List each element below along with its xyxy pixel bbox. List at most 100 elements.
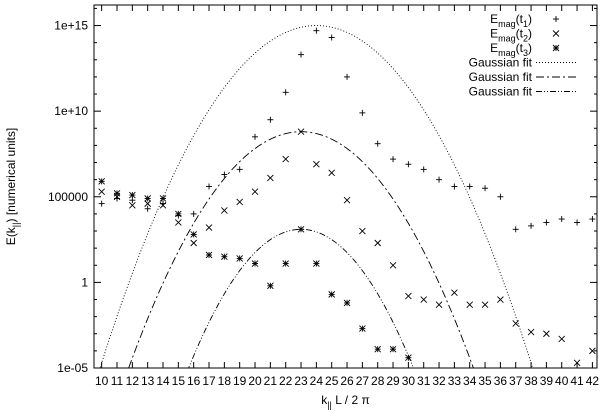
data-point [206, 183, 213, 190]
data-point [374, 345, 382, 353]
x-tick-label: 28 [371, 374, 385, 388]
data-point [98, 178, 105, 185]
data-point [420, 296, 428, 303]
x-tick-label: 23 [294, 374, 308, 388]
data-point [267, 174, 274, 182]
data-point [98, 188, 105, 195]
data-point [282, 155, 290, 163]
data-point [405, 354, 412, 362]
data-point [190, 231, 197, 238]
x-tick-label: 11 [111, 374, 124, 388]
data-point [297, 128, 305, 136]
data-point [190, 239, 197, 247]
x-tick-label: 22 [279, 374, 293, 388]
data-point [497, 193, 504, 200]
data-point [574, 219, 581, 226]
x-tick-label: 12 [126, 374, 140, 388]
data-point [113, 190, 121, 197]
x-tick-label: 39 [540, 374, 554, 388]
data-point [374, 239, 382, 247]
data-point [359, 109, 366, 116]
legend-marker [553, 16, 559, 22]
x-tick-label: 29 [386, 374, 400, 388]
data-point [527, 328, 535, 336]
data-point [251, 188, 259, 195]
x-tick-label: 13 [141, 374, 155, 388]
data-point [374, 140, 381, 147]
data-point [451, 183, 458, 190]
x-tick-label: 38 [524, 374, 538, 388]
y-tick-label: 100000 [48, 190, 88, 204]
data-point [328, 291, 336, 298]
data-point [482, 185, 489, 192]
y-axis-label: E(k||) [numerical units] [4, 128, 21, 245]
data-point [359, 325, 366, 332]
legend: Emag(t1)Emag(t2)Emag(t3)Gaussian fitGaus… [469, 12, 578, 99]
data-point [528, 222, 535, 229]
legend-marker [552, 44, 560, 52]
data-point [389, 261, 397, 269]
data-point [405, 161, 412, 168]
data-point [313, 27, 320, 34]
axes: 10 11 12 13 14 15 16 17 18 19 20 21 22 23 24 25 26 27 28 29… [4, 4, 600, 410]
plot-frame [93, 4, 598, 369]
x-tick-label: 31 [417, 374, 431, 388]
data-point [343, 299, 351, 307]
x-tick-label: 20 [248, 374, 262, 388]
legend-label: Gaussian fit [469, 85, 533, 99]
data-point [236, 166, 243, 173]
gaussian-fit-curve [188, 228, 414, 368]
x-tick-label: 18 [218, 374, 232, 388]
data-point [144, 205, 151, 212]
data-point [205, 224, 213, 231]
data-point [512, 226, 519, 233]
x-tick-label: 32 [432, 374, 446, 388]
data-point [251, 260, 259, 267]
data-point [451, 289, 458, 296]
data-point [236, 198, 244, 206]
x-tick-label: 40 [555, 374, 569, 388]
x-tick-label: 25 [325, 374, 339, 388]
x-tick-label: 19 [233, 374, 247, 388]
x-tick-label: 33 [448, 374, 462, 388]
data-point [359, 227, 366, 235]
data-point [543, 330, 550, 338]
data-point [589, 216, 596, 223]
x-tick-label: 26 [340, 374, 354, 388]
data-point [313, 260, 320, 267]
data-point [466, 301, 474, 308]
data-point [98, 200, 105, 207]
y-tick-label: 1e+10 [54, 104, 88, 118]
data-point [144, 195, 151, 202]
data-point [344, 73, 351, 80]
x-tick-label: 16 [187, 374, 201, 388]
data-point [466, 183, 473, 190]
x-tick-label: 21 [264, 374, 278, 388]
data-point [144, 200, 151, 207]
legend-label: Gaussian fit [469, 56, 533, 70]
data-point [435, 301, 443, 308]
data-point [267, 116, 274, 123]
data-points [98, 27, 596, 367]
data-point [512, 320, 520, 327]
y-tick-label: 1 [81, 275, 88, 289]
x-tick-label: 10 [95, 374, 109, 388]
x-axis-label: k|| L / 2 π [321, 393, 370, 410]
data-point [282, 89, 289, 96]
data-point [497, 296, 504, 303]
data-point [190, 210, 197, 217]
x-tick-label: 35 [478, 374, 492, 388]
data-point [297, 225, 305, 233]
x-tick-label: 42 [586, 374, 600, 388]
x-tick-label: 30 [402, 374, 416, 388]
data-point [543, 219, 550, 226]
data-point [589, 347, 596, 355]
data-point [328, 169, 336, 177]
y-tick-label: 1e+15 [54, 19, 88, 33]
data-point [236, 255, 244, 262]
x-tick-label: 41 [570, 374, 584, 388]
legend-label: Gaussian fit [469, 70, 533, 84]
data-point [298, 51, 305, 58]
data-point [405, 292, 412, 300]
x-tick-label: 34 [463, 374, 477, 388]
